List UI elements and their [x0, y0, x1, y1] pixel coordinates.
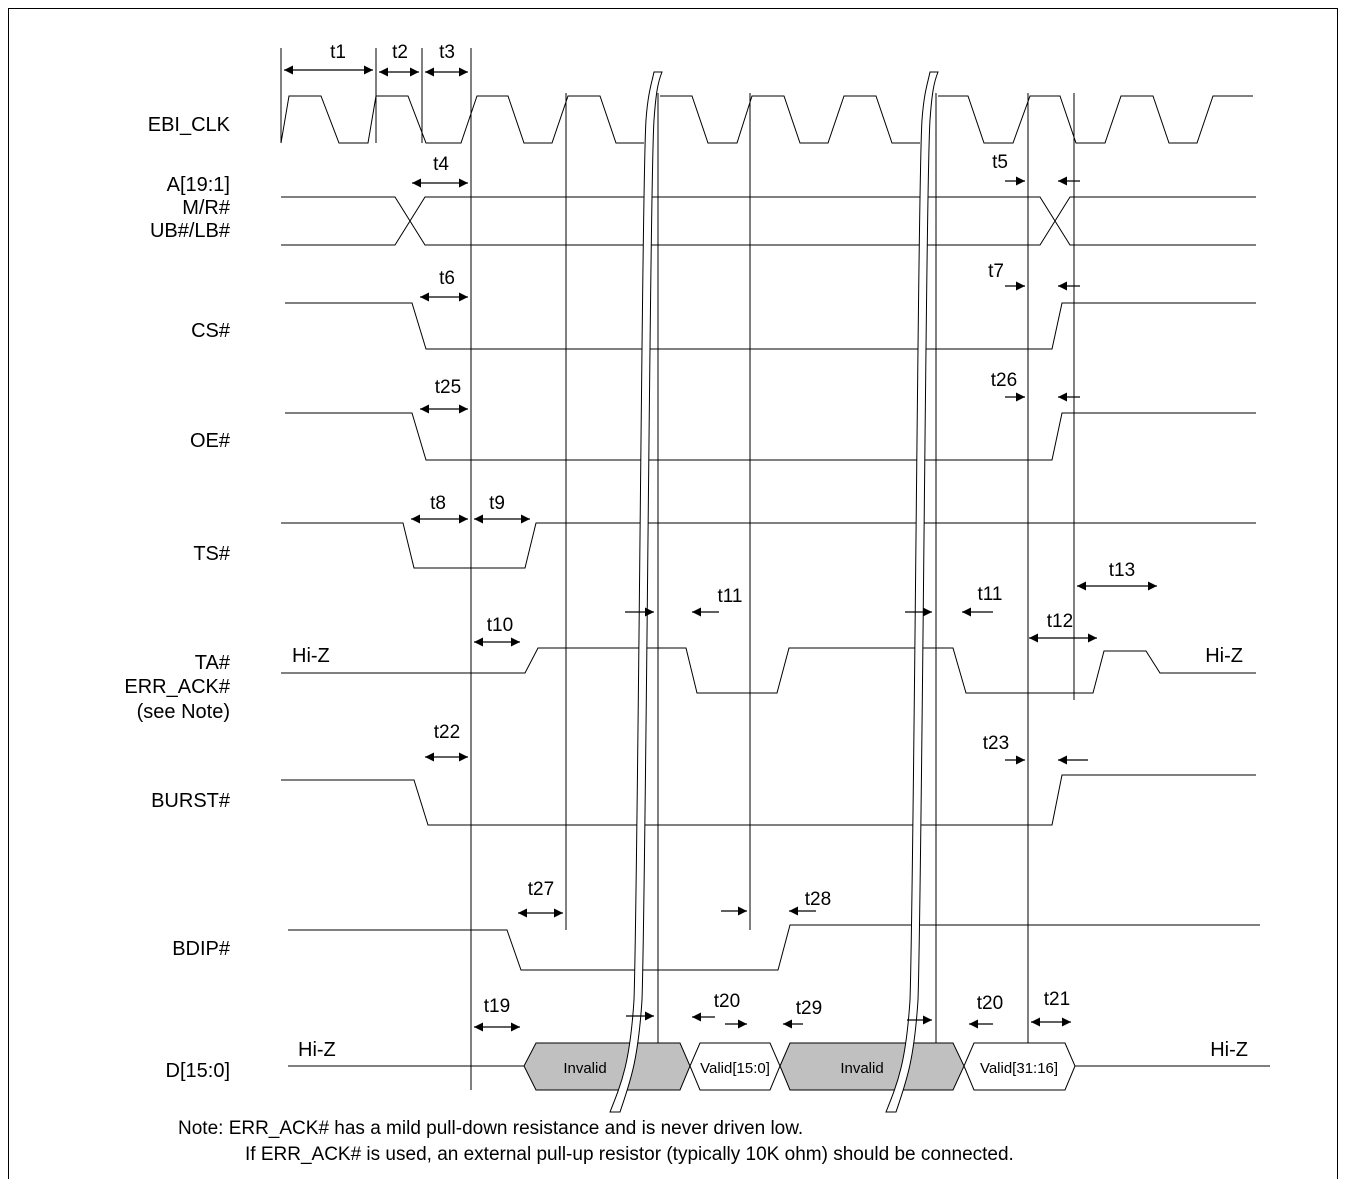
t21-label: t21	[1044, 989, 1070, 1010]
ebi-clk-waveform	[280, 95, 1253, 144]
t23-label: t23	[983, 733, 1009, 754]
t1-label: t1	[330, 42, 346, 63]
signal-label-mr: M/R#	[182, 197, 231, 219]
data-hiz-left: Hi-Z	[298, 1039, 336, 1061]
data-valid-high-box	[963, 1042, 1076, 1091]
ta-hiz-right: Hi-Z	[1205, 645, 1243, 667]
diagram-frame	[8, 8, 1338, 1179]
t13-label: t13	[1109, 560, 1135, 581]
t11b-label: t11	[977, 584, 1002, 605]
data-valid-low-label: Valid[15:0]	[700, 1060, 770, 1077]
ta-hiz-left: Hi-Z	[292, 645, 330, 667]
t8-label: t8	[430, 493, 446, 514]
t19-label: t19	[484, 996, 510, 1017]
signal-label-see-note: (see Note)	[137, 701, 230, 723]
data-invalid-label-2: Invalid	[840, 1060, 883, 1077]
signal-label-ub-lb: UB#/LB#	[150, 220, 231, 242]
signal-label-burst: BURST#	[151, 790, 231, 812]
signal-label-address: A[19:1]	[167, 174, 230, 196]
data-invalid-box-1	[523, 1042, 691, 1091]
bdip-waveform	[288, 924, 1260, 971]
data-hiz-right: Hi-Z	[1210, 1039, 1248, 1061]
burst-waveform	[281, 774, 1256, 826]
t20a-label: t20	[714, 991, 740, 1012]
timing-arrows	[284, 65, 1157, 1032]
note-line-2: If ERR_ACK# is used, an external pull-up…	[245, 1144, 1014, 1165]
data-valid-high-label: Valid[31:16]	[980, 1060, 1058, 1077]
signal-label-cs: CS#	[191, 320, 231, 342]
oe-waveform	[285, 412, 1256, 461]
t3-label: t3	[439, 42, 455, 63]
signal-label-bdip: BDIP#	[172, 938, 231, 960]
t28-label: t28	[805, 889, 831, 910]
cs-waveform	[285, 302, 1256, 350]
t25-label: t25	[435, 377, 461, 398]
ta-waveform	[281, 647, 1256, 694]
note-line-1: Note: ERR_ACK# has a mild pull-down resi…	[178, 1118, 804, 1139]
signal-label-oe: OE#	[190, 430, 231, 452]
t20b-label: t20	[977, 993, 1003, 1014]
ts-waveform	[281, 522, 1256, 569]
t27-label: t27	[528, 879, 554, 900]
time-break-marks	[609, 71, 939, 1113]
t2-label: t2	[392, 42, 408, 63]
reference-lines	[280, 48, 1075, 1090]
data-invalid-label-1: Invalid	[563, 1060, 606, 1077]
t11a-label: t11	[717, 586, 742, 607]
t10-label: t10	[487, 615, 513, 636]
address-bus-waveform	[281, 196, 1256, 246]
t5-label: t5	[992, 152, 1008, 173]
signal-label-ts: TS#	[193, 543, 231, 565]
t22-label: t22	[434, 722, 460, 743]
signal-label-ebi-clk: EBI_CLK	[148, 114, 231, 136]
t26-label: t26	[991, 370, 1017, 391]
timing-labels: t1 t2 t3 t4 t5 t6 t7 t25 t26 t8 t9 t10 t…	[330, 42, 1135, 1019]
signal-label-err-ack: ERR_ACK#	[124, 676, 230, 698]
time-break-1	[609, 71, 663, 1113]
t29-label: t29	[796, 998, 822, 1019]
t12-label: t12	[1047, 611, 1073, 632]
data-bus-waveform: Invalid Valid[15:0] Invalid Valid[31:16]	[288, 1042, 1270, 1091]
hiz-labels: Hi-Z Hi-Z Hi-Z Hi-Z	[292, 645, 1248, 1061]
t7-label: t7	[988, 261, 1004, 282]
time-break-2	[885, 71, 939, 1113]
t6-label: t6	[439, 268, 455, 289]
t4-label: t4	[433, 154, 449, 175]
signal-labels: EBI_CLK A[19:1] M/R# UB#/LB# CS# OE# TS#…	[124, 114, 230, 1082]
signal-label-ta: TA#	[195, 652, 231, 674]
t9-label: t9	[489, 493, 505, 514]
signal-label-data: D[15:0]	[166, 1060, 230, 1082]
